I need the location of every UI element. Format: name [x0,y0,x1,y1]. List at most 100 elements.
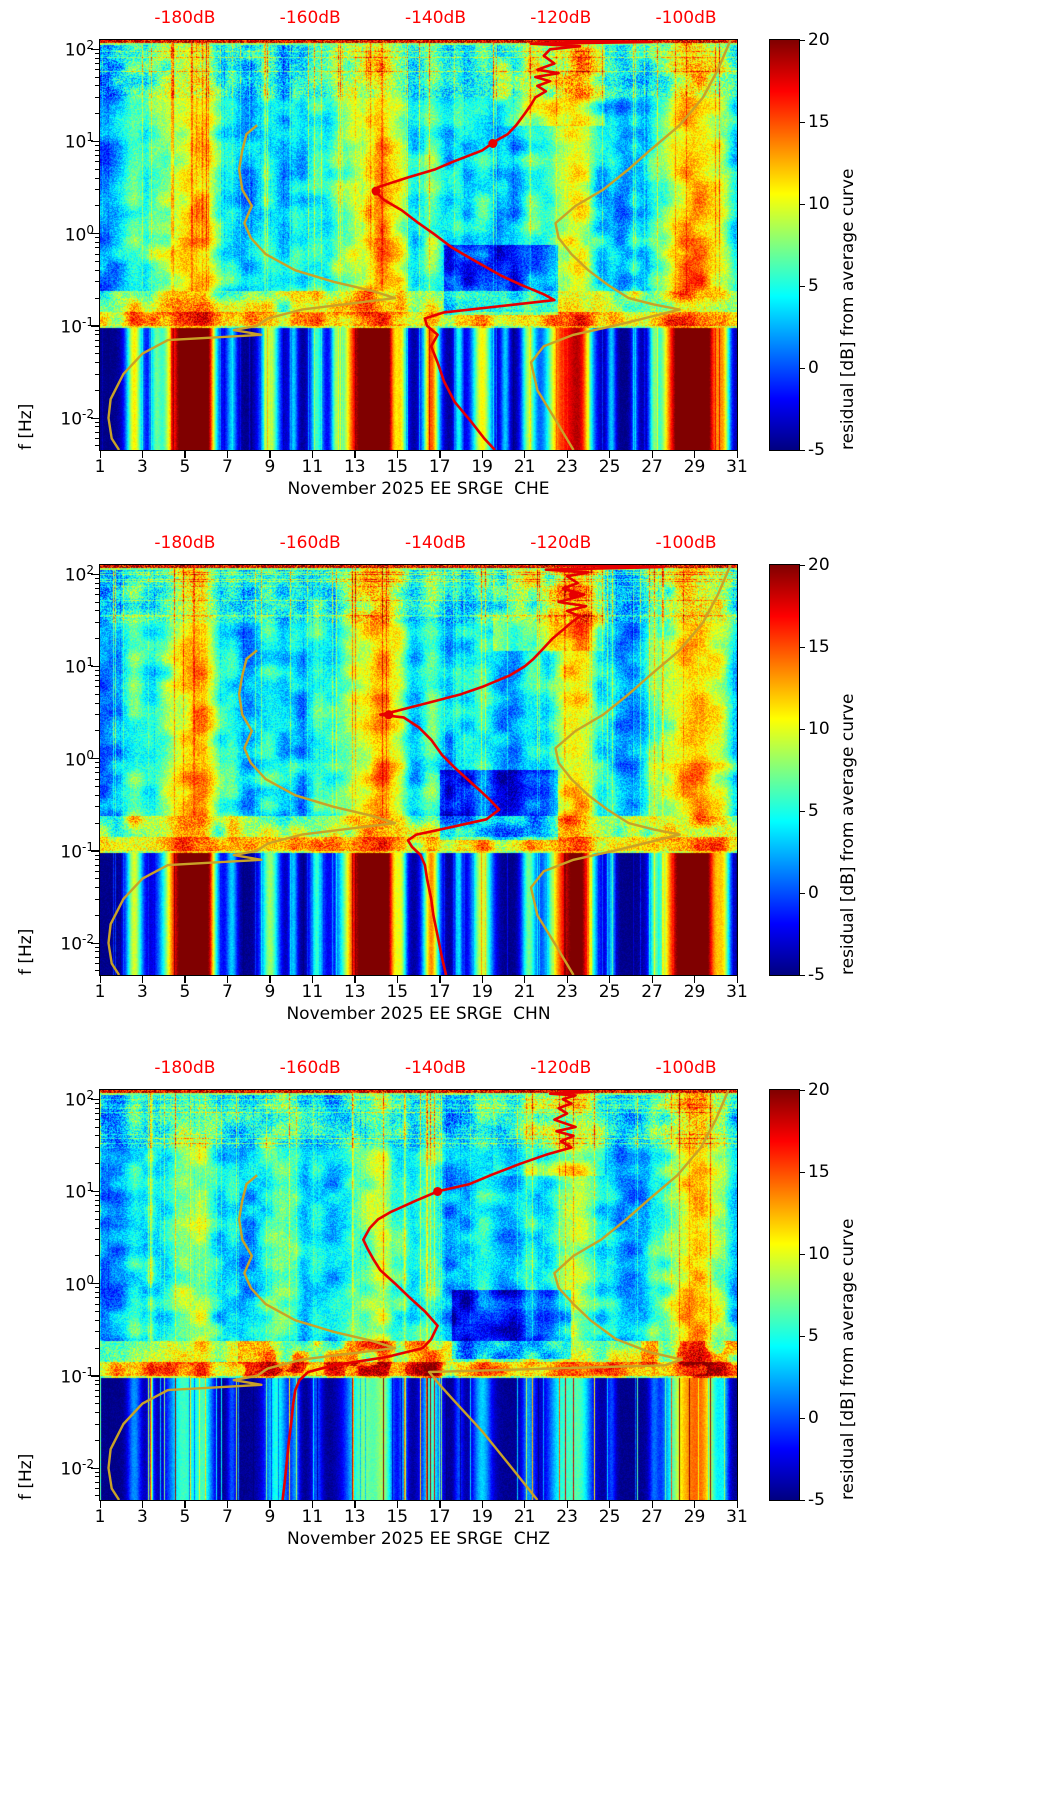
tick-mark [95,63,99,65]
spectrogram-plot [91,39,738,451]
tick-mark [141,976,144,983]
x-tick-label: 7 [221,982,233,1002]
y-axis-label: f [Hz] [16,928,36,975]
y-tick-label: 10-2 [60,1457,94,1480]
tick-mark [91,850,99,852]
top-db-label: -140dB [404,8,467,28]
tick-mark [524,976,526,983]
cb-tick-label: 5 [808,1326,819,1346]
tick-mark [95,601,99,603]
x-tick-label: 15 [386,457,409,477]
tick-mark [439,976,441,983]
tick-mark [800,1499,805,1501]
tick-mark [91,942,99,944]
x-tick-label: 13 [343,982,366,1002]
tick-mark [184,976,186,983]
x-tick-label: 5 [179,457,191,477]
tick-mark [95,339,99,341]
top-db-label: -180dB [154,8,216,28]
x-tick-label: 15 [386,1507,409,1527]
x-tick-label: 11 [301,982,324,1002]
x-tick-label: 25 [598,457,621,477]
tick-mark [95,269,99,271]
spectrogram-plot [91,1089,738,1501]
tick-mark [91,573,99,576]
tick-mark [736,1501,738,1508]
x-axis-label: November 2025 EE SRGE CHE [287,479,550,499]
tick-mark [95,145,99,147]
cb-tick-label: 5 [808,276,819,296]
tick-mark [95,1471,99,1473]
top-db-label: -100dB [655,533,717,553]
tick-mark [141,451,144,458]
tick-mark [800,449,805,451]
tick-mark [95,1395,99,1397]
tick-mark [141,1501,144,1508]
tick-mark [95,785,99,787]
tick-mark [95,1379,99,1381]
tick-mark [95,1303,99,1305]
tick-mark [95,189,99,191]
tick-mark [95,334,99,336]
top-db-label: -120dB [530,8,592,28]
tick-mark [481,451,483,458]
tick-mark [95,1412,99,1414]
tick-mark [481,1501,483,1508]
tick-mark [95,714,99,716]
x-tick-label: 5 [179,1507,191,1527]
tick-mark [95,1163,99,1165]
tick-mark [95,297,99,299]
tick-mark [95,168,99,170]
tick-mark [800,564,805,566]
tick-mark [95,149,99,151]
y-tick-labels: 102 101 100 10-1 10-2 [48,0,94,525]
tick-mark [95,730,99,732]
tick-mark [95,1218,99,1220]
x-tick-label: 21 [513,457,536,477]
tick-mark [95,914,99,916]
cb-tick-label: -5 [808,1490,825,1510]
y-tick-label: 10-1 [60,1364,94,1388]
x-tick-label: 27 [641,982,663,1002]
tick-mark [95,237,99,239]
spectrogram-canvas [100,565,737,975]
colorbar [769,1089,800,1501]
tick-mark [95,822,99,824]
tick-mark [184,1501,186,1508]
tick-mark [566,976,568,983]
tick-mark [651,451,653,458]
x-tick-label: 11 [301,1507,324,1527]
tick-mark [95,1119,99,1121]
tick-mark [91,233,99,235]
tick-mark [95,85,99,87]
tick-mark [95,373,99,375]
tick-mark [481,976,483,983]
tick-mark [95,864,99,866]
tick-mark [95,621,99,623]
tick-mark [566,451,568,458]
tick-mark [95,431,99,433]
tick-mark [354,976,356,983]
tick-mark [95,1310,99,1312]
x-tick-label: 3 [137,982,148,1002]
tick-mark [95,1403,99,1405]
tick-mark [609,1501,611,1508]
colorbar-gradient [770,565,799,975]
y-tick-label: 100 [64,1272,94,1296]
tick-mark [95,1439,99,1441]
top-db-label: -100dB [655,8,717,28]
tick-mark [95,96,99,98]
tick-mark [95,329,99,331]
tick-mark [396,1501,399,1508]
y-tick-label: 102 [64,563,94,586]
tick-mark [800,39,805,41]
tick-mark [91,1283,99,1285]
tick-mark [269,1501,271,1508]
x-tick-label: 25 [598,1507,621,1527]
tick-mark [95,345,99,347]
spectrogram-panel-che: -180dB -160dB -140dB -120dB -100dB f [Hz] 10… [0,0,1052,525]
tick-mark [95,577,99,579]
top-db-label: -160dB [279,8,341,28]
x-tick-label: 21 [513,1507,536,1527]
tick-mark [800,1417,805,1419]
